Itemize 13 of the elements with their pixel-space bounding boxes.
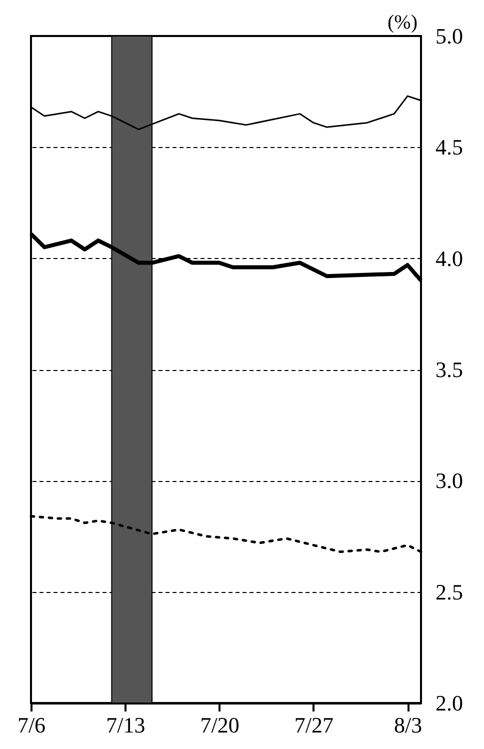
y-tick-label: 5.0 xyxy=(436,24,463,48)
y-tick-label: 2.0 xyxy=(436,690,463,716)
y-tick-label: 3.0 xyxy=(436,468,463,494)
x-tick-label: 7/13 xyxy=(106,712,146,738)
x-tick-label: 8/3 xyxy=(394,712,422,738)
y-tick-label: 4.0 xyxy=(436,246,463,271)
x-tick-label: 7/27 xyxy=(294,712,334,738)
x-tick-label: 7/6 xyxy=(17,712,46,738)
y-axis-title: (%) xyxy=(388,12,418,34)
y-tick-label: 4.5 xyxy=(436,134,463,160)
y-tick-label: 2.5 xyxy=(436,579,463,604)
y-tick-label: 3.5 xyxy=(436,357,463,382)
x-tick-label: 7/20 xyxy=(200,712,240,738)
